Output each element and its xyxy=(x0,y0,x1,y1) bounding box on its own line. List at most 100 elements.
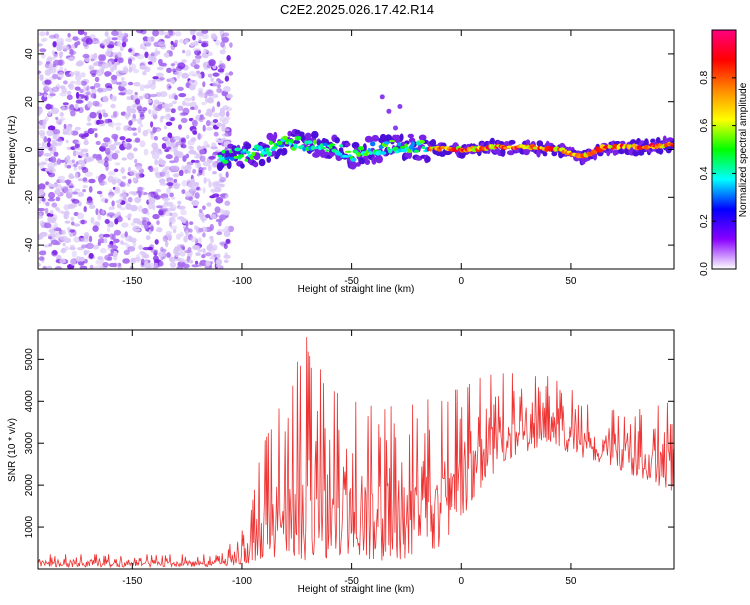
noise-speckle xyxy=(182,49,186,54)
noise-speckle xyxy=(211,161,218,168)
noise-speckle xyxy=(40,162,48,165)
noise-speckle xyxy=(197,237,202,244)
noise-speckle xyxy=(85,91,91,95)
noise-speckle xyxy=(208,51,213,57)
noise-speckle xyxy=(191,95,196,102)
signal-core xyxy=(265,147,270,152)
snr-y-tick-label: 4000 xyxy=(24,390,35,413)
signal-core xyxy=(313,139,317,145)
noise-speckle xyxy=(165,146,172,150)
noise-speckle xyxy=(88,178,96,184)
noise-speckle xyxy=(198,73,202,79)
noise-speckle xyxy=(186,134,190,140)
noise-speckle xyxy=(48,62,54,68)
noise-speckle xyxy=(79,88,84,94)
noise-speckle xyxy=(193,40,199,46)
spectrogram-x-tick-label: -150 xyxy=(122,276,142,287)
noise-speckle xyxy=(162,235,168,242)
noise-speckle xyxy=(119,192,127,198)
noise-speckle xyxy=(52,214,58,221)
noise-speckle xyxy=(128,63,137,71)
noise-speckle xyxy=(173,178,178,184)
noise-speckle xyxy=(83,31,88,36)
noise-speckle xyxy=(150,225,154,232)
noise-speckle xyxy=(207,97,214,104)
noise-speckle xyxy=(51,50,55,55)
noise-speckle xyxy=(115,126,121,131)
noise-speckle xyxy=(198,228,204,233)
noise-speckle xyxy=(181,189,186,195)
noise-speckle xyxy=(168,94,173,99)
noise-speckle xyxy=(59,258,66,264)
noise-speckle xyxy=(137,186,143,194)
noise-speckle xyxy=(134,95,138,99)
noise-speckle xyxy=(218,80,224,84)
noise-speckle xyxy=(181,72,190,79)
signal-halo xyxy=(311,130,319,139)
noise-speckle xyxy=(212,171,217,175)
snr-y-axis-label: SNR (10 * v/v) xyxy=(7,418,18,482)
noise-speckle xyxy=(226,93,233,99)
noise-speckle xyxy=(179,231,184,238)
noise-speckle xyxy=(119,207,126,211)
noise-speckle xyxy=(70,216,75,222)
noise-speckle xyxy=(194,159,200,163)
noise-speckle xyxy=(41,141,46,148)
noise-speckle xyxy=(80,72,86,78)
signal-core xyxy=(414,149,419,153)
signal-halo xyxy=(240,163,245,169)
signal-core xyxy=(266,151,273,157)
noise-speckle xyxy=(144,66,151,73)
noise-speckle xyxy=(176,248,183,252)
noise-speckle xyxy=(150,133,154,140)
noise-speckle xyxy=(142,40,146,46)
noise-speckle xyxy=(164,136,170,141)
noise-speckle xyxy=(75,72,80,77)
noise-speckle xyxy=(107,212,115,217)
noise-speckle xyxy=(98,233,105,239)
noise-speckle xyxy=(51,107,59,115)
noise-speckle xyxy=(81,237,90,243)
noise-speckle xyxy=(156,220,160,226)
noise-speckle xyxy=(116,36,124,41)
noise-speckle xyxy=(82,177,88,182)
signal-core xyxy=(388,148,393,154)
noise-speckle xyxy=(97,241,101,246)
colorbar-tick-label: 0.4 xyxy=(699,166,710,180)
noise-speckle xyxy=(96,190,103,195)
noise-speckle xyxy=(149,93,158,98)
signal-core xyxy=(407,148,412,154)
noise-speckle xyxy=(48,147,53,151)
noise-speckle xyxy=(202,124,206,132)
noise-speckle xyxy=(104,71,112,77)
noise-speckle xyxy=(156,128,161,132)
noise-speckle xyxy=(78,237,83,243)
noise-speckle xyxy=(220,34,225,41)
noise-speckle xyxy=(221,123,226,127)
noise-speckle xyxy=(218,60,223,66)
noise-speckle xyxy=(205,214,211,218)
noise-speckle xyxy=(111,206,115,210)
spectrogram-axes: -150 -100 -50 0 50 -40 -20 0 20 40 xyxy=(24,30,674,287)
signal-halo xyxy=(643,138,649,148)
noise-speckle xyxy=(52,129,61,135)
noise-speckle xyxy=(99,247,107,254)
noise-speckle xyxy=(120,168,125,174)
noise-speckle xyxy=(38,189,45,196)
noise-speckle xyxy=(130,108,137,114)
noise-speckle xyxy=(142,217,150,223)
signal-core xyxy=(229,149,233,154)
noise-speckle xyxy=(161,143,167,150)
colorbar: 0.0 0.2 0.4 0.6 0.8 Normalized spectral ampl… xyxy=(699,29,749,276)
noise-speckle xyxy=(154,239,159,245)
noise-speckle xyxy=(122,189,126,194)
noise-speckle xyxy=(104,198,109,204)
noise-speckle xyxy=(152,76,159,80)
noise-speckle xyxy=(109,222,114,228)
noise-speckle xyxy=(197,87,204,93)
noise-speckle xyxy=(195,260,199,265)
spectrogram-marks xyxy=(38,30,674,269)
noise-speckle xyxy=(61,186,69,193)
noise-speckle xyxy=(177,105,184,111)
